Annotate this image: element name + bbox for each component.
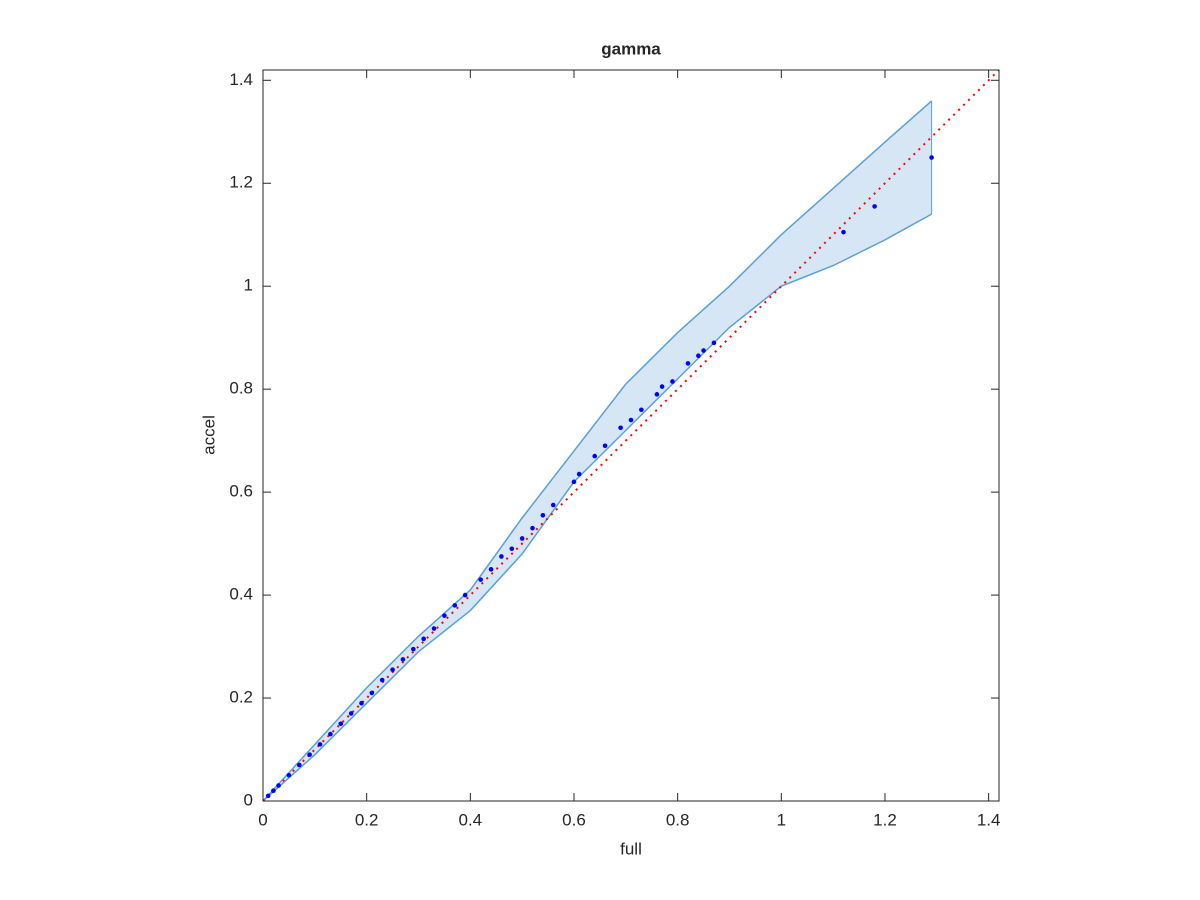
point: [519, 536, 525, 541]
point: [571, 479, 577, 485]
point: [296, 762, 302, 768]
point: [841, 229, 846, 235]
plot-frame: [262, 69, 1000, 802]
point: [701, 348, 706, 353]
point: [602, 443, 608, 449]
x-tick-label: 1.2: [873, 810, 897, 829]
chart-title: gamma: [601, 39, 661, 58]
y-tick-label: 0.4: [229, 585, 253, 604]
point: [359, 700, 364, 706]
point: [540, 512, 546, 518]
point: [379, 677, 385, 683]
point: [478, 577, 483, 582]
point: [317, 742, 323, 747]
point: [411, 646, 416, 652]
band-edge: [263, 100, 933, 801]
point: [628, 417, 634, 423]
point: [307, 752, 312, 757]
point: [271, 788, 276, 794]
point: [348, 711, 354, 716]
point: [421, 636, 426, 642]
y-tick-label: 0.6: [229, 482, 253, 501]
band-edge: [263, 213, 932, 801]
point: [265, 793, 271, 799]
y-tick-label: 0.2: [229, 688, 253, 707]
point: [639, 407, 644, 413]
point: [711, 340, 717, 346]
y-tick-label: 0: [244, 790, 253, 809]
point: [872, 204, 877, 209]
x-tick-label: 0.8: [666, 810, 690, 829]
point: [499, 554, 504, 559]
point: [659, 384, 665, 389]
x-tick-label: 0.6: [562, 810, 586, 829]
x-axis-label: full: [620, 839, 642, 858]
point: [452, 603, 458, 608]
y-axis-label: accel: [199, 415, 218, 455]
point: [685, 361, 691, 366]
point: [462, 592, 468, 598]
point: [431, 626, 437, 631]
point: [550, 502, 556, 508]
point: [929, 155, 934, 160]
point: [328, 731, 333, 737]
point: [592, 453, 598, 459]
point: [442, 613, 447, 618]
point: [618, 425, 623, 431]
point: [696, 353, 701, 359]
y-tick-label: 1: [244, 276, 253, 295]
x-tick-label: 1.4: [977, 810, 1001, 829]
point: [654, 392, 660, 397]
x-tick-label: 0: [258, 810, 267, 829]
band-fill: [263, 100, 932, 801]
x-tick-label: 0.2: [355, 810, 379, 829]
point: [390, 667, 395, 673]
point: [286, 772, 292, 778]
point: [276, 783, 281, 788]
point: [670, 379, 675, 384]
point: [400, 657, 406, 662]
x-tick-label: 0.4: [459, 810, 483, 829]
point: [488, 567, 494, 572]
point: [509, 546, 515, 552]
y-tick-label: 1.4: [229, 70, 253, 89]
point: [369, 690, 375, 696]
point: [338, 721, 344, 727]
reference-line: [263, 70, 999, 801]
point: [530, 525, 535, 531]
point: [576, 471, 582, 477]
y-tick-label: 1.2: [229, 173, 253, 192]
x-tick-label: 1: [777, 810, 786, 829]
y-tick-label: 0.8: [229, 379, 253, 398]
